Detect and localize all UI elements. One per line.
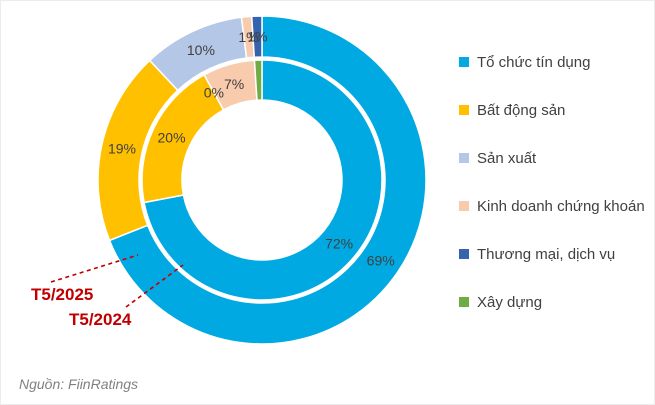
legend-item-label: Xây dựng (477, 293, 543, 311)
legend-swatch-icon (459, 153, 469, 163)
data-label-T5/2025-1: 19% (108, 141, 136, 157)
data-label-T5/2025-0: 69% (367, 253, 395, 269)
legend-swatch-icon (459, 201, 469, 211)
ring-label-t5-2024: T5/2024 (69, 310, 132, 329)
legend-swatch-icon (459, 105, 469, 115)
legend-item-label: Bất động sản (477, 101, 566, 119)
chart-legend: Tổ chức tín dụng Bất động sản Sản xuất K… (459, 38, 645, 326)
segment-T5/2025-4 (250, 15, 263, 58)
legend-item-san-xuat: Sản xuất (459, 134, 645, 182)
data-label-T5/2025-3: 1% (238, 29, 258, 45)
legend-item-label: Sản xuất (477, 149, 537, 167)
legend-swatch-icon (459, 297, 469, 307)
legend-item-kinh-doanh-chung-khoan: Kinh doanh chứng khoán (459, 182, 645, 230)
legend-item-label: Kinh doanh chứng khoán (477, 197, 645, 215)
legend-item-label: Tổ chức tín dụng (477, 53, 591, 71)
data-label-T5/2024-2: 0% (204, 84, 224, 100)
data-label-T5/2025-2: 10% (187, 42, 215, 58)
legend-item-to-chuc-tin-dung: Tổ chức tín dụng (459, 38, 645, 86)
segment-T5/2024-0 (143, 59, 383, 301)
data-label-T5/2024-1: 20% (158, 129, 186, 145)
data-label-T5/2024-3: 7% (224, 76, 244, 92)
source-note: Nguồn: FiinRatings (19, 376, 139, 392)
ring-label-t5-2025: T5/2025 (31, 285, 94, 304)
data-label-T5/2025-4: 1% (247, 28, 267, 44)
legend-item-xay-dung: Xây dựng (459, 278, 645, 326)
legend-item-label: Thương mại, dịch vụ (477, 245, 616, 263)
segment-T5/2024-5 (253, 59, 263, 101)
legend-swatch-icon (459, 249, 469, 259)
leader-line-t5-2025 (50, 254, 139, 283)
legend-swatch-icon (459, 57, 469, 67)
legend-item-bat-dong-san: Bất động sản (459, 86, 645, 134)
data-label-T5/2024-0: 72% (325, 236, 353, 252)
segment-T5/2025-0 (108, 15, 427, 345)
legend-item-thuong-mai-dich-vu: Thương mại, dịch vụ (459, 230, 645, 278)
